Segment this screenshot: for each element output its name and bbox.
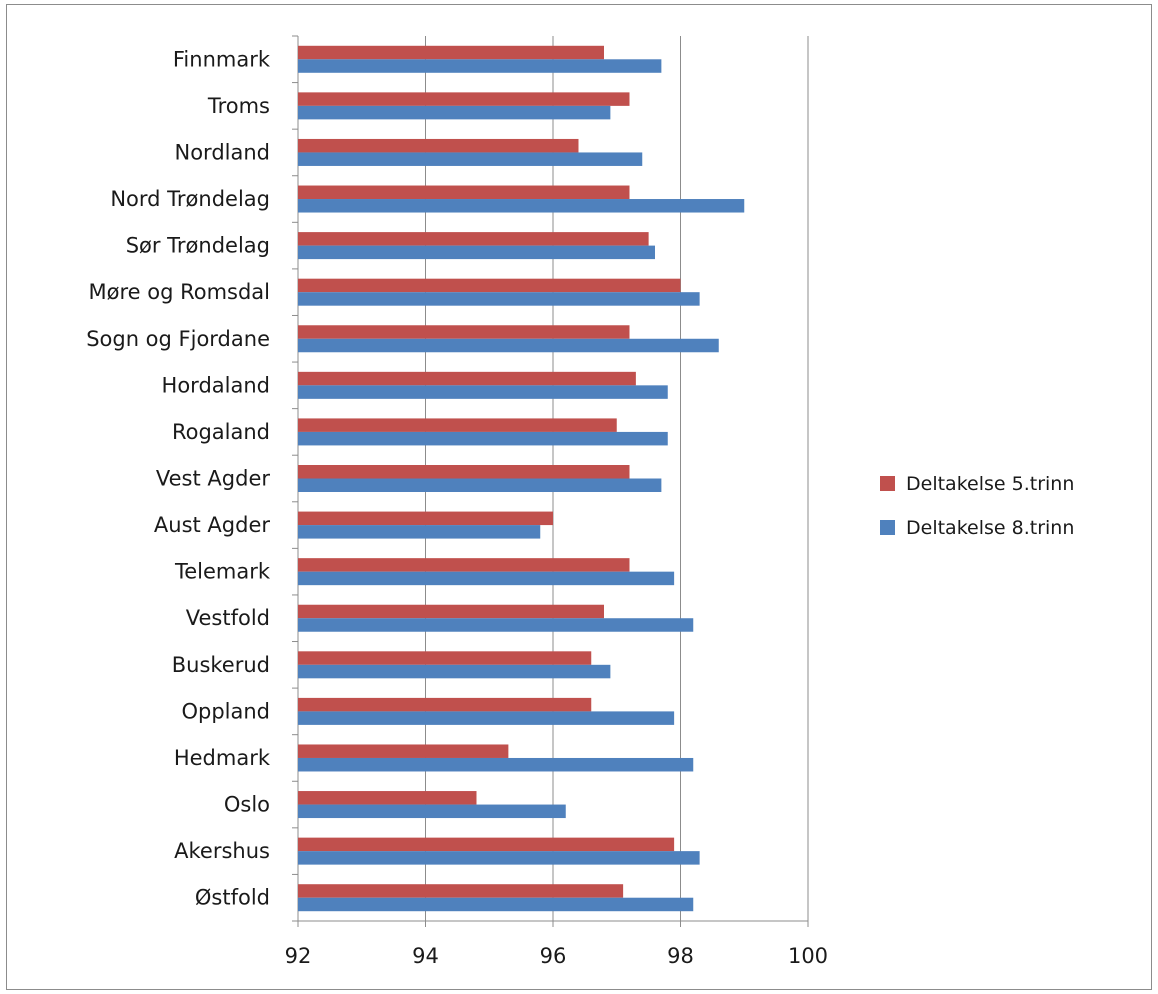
bar-deltakelse-8-trinn bbox=[298, 804, 566, 819]
bar-deltakelse-8-trinn bbox=[298, 851, 700, 865]
category-label: Østfold bbox=[195, 886, 270, 910]
category-label: Vest Agder bbox=[156, 467, 270, 491]
bar-deltakelse-5-trinn bbox=[298, 744, 509, 758]
chart-frame: 92 94 96 98 100 Finnmark Troms Nordland Nord Trø… bbox=[6, 4, 1152, 990]
category-label: Oppland bbox=[181, 699, 270, 723]
bar-deltakelse-5-trinn bbox=[298, 278, 681, 293]
bar-deltakelse-8-trinn bbox=[298, 338, 719, 353]
bar-deltakelse-8-trinn bbox=[298, 245, 655, 260]
bar-deltakelse-8-trinn bbox=[298, 757, 694, 772]
bar-deltakelse-8-trinn bbox=[298, 292, 700, 306]
category-label: Aust Agder bbox=[154, 513, 270, 537]
bar-deltakelse-8-trinn bbox=[298, 664, 611, 679]
bar-deltakelse-5-trinn bbox=[298, 92, 630, 106]
category-label: Finnmark bbox=[173, 47, 271, 71]
bar-deltakelse-5-trinn bbox=[298, 371, 636, 386]
x-tick-label: 100 bbox=[788, 944, 828, 968]
bar-deltakelse-5-trinn bbox=[298, 138, 579, 153]
bar-deltakelse-5-trinn bbox=[298, 604, 604, 619]
bar-deltakelse-8-trinn bbox=[298, 618, 694, 632]
bar-deltakelse-5-trinn bbox=[298, 465, 630, 479]
category-label: Telemark bbox=[174, 560, 271, 584]
bar-deltakelse-8-trinn bbox=[298, 199, 745, 213]
category-label: Sør Trøndelag bbox=[126, 234, 270, 258]
x-tick-label: 96 bbox=[540, 944, 567, 968]
bar-deltakelse-5-trinn bbox=[298, 791, 477, 805]
bar-deltakelse-5-trinn bbox=[298, 884, 624, 898]
bar-deltakelse-8-trinn bbox=[298, 431, 668, 446]
category-label: Nordland bbox=[175, 140, 271, 164]
category-label: Oslo bbox=[224, 793, 270, 817]
category-label: Buskerud bbox=[172, 653, 270, 677]
x-tick-label: 98 bbox=[667, 944, 694, 968]
bar-deltakelse-8-trinn bbox=[298, 711, 675, 725]
bar-deltakelse-5-trinn bbox=[298, 697, 592, 712]
x-tick-label: 92 bbox=[285, 944, 312, 968]
bar-deltakelse-5-trinn bbox=[298, 651, 592, 665]
category-label: Vestfold bbox=[186, 606, 270, 630]
bar-deltakelse-8-trinn bbox=[298, 152, 643, 166]
legend-swatch bbox=[880, 476, 895, 491]
bar-deltakelse-5-trinn bbox=[298, 185, 630, 200]
bar-deltakelse-5-trinn bbox=[298, 837, 675, 852]
bar-deltakelse-5-trinn bbox=[298, 45, 604, 60]
bar-deltakelse-5-trinn bbox=[298, 232, 649, 246]
bar-deltakelse-8-trinn bbox=[298, 385, 668, 399]
bar-deltakelse-5-trinn bbox=[298, 558, 630, 572]
category-label: Rogaland bbox=[172, 420, 270, 444]
bar-chart: 92 94 96 98 100 Finnmark Troms Nordland Nord Trø… bbox=[86, 35, 1074, 968]
bar-deltakelse-5-trinn bbox=[298, 325, 630, 339]
category-label: Troms bbox=[207, 94, 270, 118]
x-tick-label: 94 bbox=[412, 944, 439, 968]
bar-deltakelse-8-trinn bbox=[298, 59, 662, 73]
category-label: Hedmark bbox=[174, 746, 271, 770]
category-label: Akershus bbox=[174, 839, 270, 863]
bar-deltakelse-8-trinn bbox=[298, 897, 694, 912]
category-label: Møre og Romsdal bbox=[88, 280, 270, 304]
category-label: Nord Trøndelag bbox=[110, 187, 270, 211]
bar-deltakelse-8-trinn bbox=[298, 105, 611, 120]
legend-label: Deltakelse 8.trinn bbox=[906, 517, 1074, 539]
bar-deltakelse-8-trinn bbox=[298, 525, 541, 539]
bar-deltakelse-5-trinn bbox=[298, 511, 553, 526]
legend-label: Deltakelse 5.trinn bbox=[906, 473, 1074, 495]
category-label: Hordaland bbox=[162, 373, 270, 397]
category-label: Sogn og Fjordane bbox=[86, 327, 270, 351]
bar-deltakelse-5-trinn bbox=[298, 418, 617, 432]
bar-deltakelse-8-trinn bbox=[298, 478, 662, 492]
legend-swatch bbox=[880, 520, 895, 535]
bar-deltakelse-8-trinn bbox=[298, 571, 675, 586]
